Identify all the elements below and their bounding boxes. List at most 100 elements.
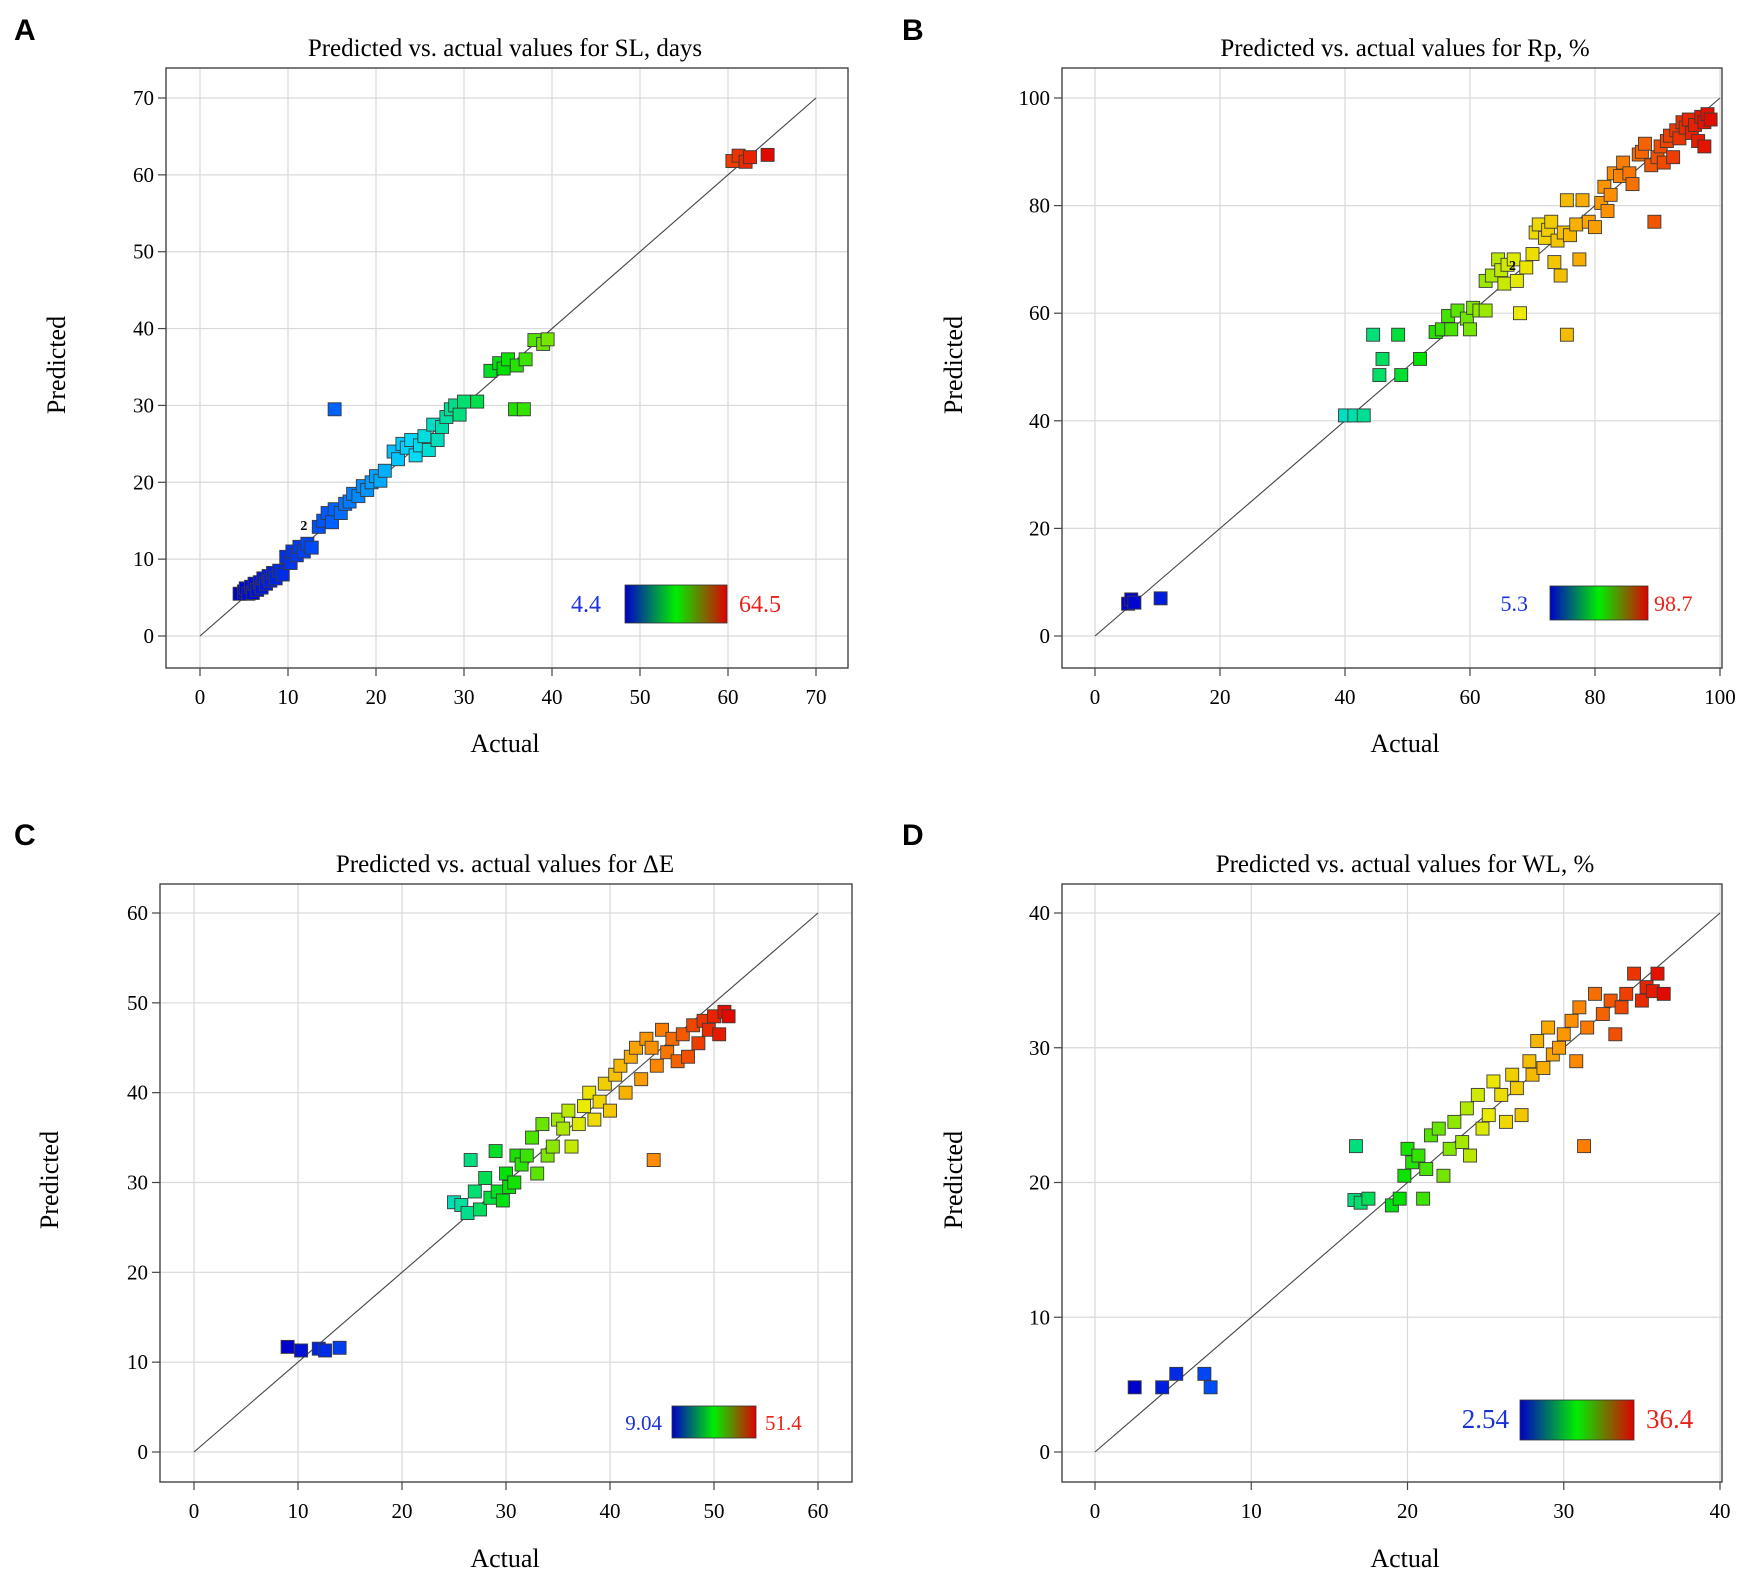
panel-a-point-71: [327, 402, 342, 417]
panel-c-xtick-label-4: 40: [600, 1499, 621, 1523]
panel-a: A Predicted vs. actual values for SL, da…: [14, 14, 849, 758]
panel-d-frame: [1061, 883, 1723, 1483]
panel-d-point-44: [1572, 1000, 1587, 1015]
panel-d-colorbar-max: 36.4: [1646, 1404, 1694, 1434]
panel-b-xtick-label-2: 40: [1335, 685, 1356, 709]
panel-c-point-18: [507, 1175, 522, 1190]
panel-c-colorbar-min: 9.04: [625, 1411, 662, 1435]
panel-d-point-38: [1541, 1020, 1556, 1035]
panel-a-xlabel: Actual: [470, 729, 539, 758]
panel-b-grid: [1062, 68, 1722, 668]
panel-c-ticks: 0 10 20 30 40 50 60 0 10 20 30 40 50 60: [127, 901, 829, 1523]
panel-a-point-76: [760, 147, 775, 162]
panel-d-point-36: [1530, 1034, 1545, 1048]
panel-d-point-34: [1522, 1054, 1537, 1069]
panel-b-point-62: [1638, 136, 1652, 151]
panel-c-xtick-label-6: 60: [808, 1499, 829, 1523]
panel-a-frame: [165, 67, 849, 669]
panel-c-point-45: [644, 1040, 659, 1055]
panel-c-point-48: [655, 1022, 669, 1037]
panel-d-ytick-label-0: 0: [1040, 1440, 1051, 1464]
panel-b-point-7: [1366, 327, 1381, 342]
panel-b-point-53: [1600, 204, 1615, 218]
panel-b-ytick-label-3: 60: [1029, 301, 1050, 325]
panel-d-point-28: [1486, 1074, 1501, 1089]
panel-a-ytick-label-4: 40: [133, 317, 154, 341]
panel-c-point-32: [577, 1099, 591, 1114]
panel-a-point-25: [304, 540, 319, 555]
panel-d-point-4: [1203, 1380, 1218, 1395]
panel-b-point-50: [1588, 220, 1602, 235]
panel-d-point-1: [1155, 1380, 1170, 1395]
panel-a-points: [232, 147, 775, 601]
panel-b-point-59: [1625, 177, 1640, 192]
panel-d-point-11: [1397, 1168, 1412, 1183]
panel-b-colorbar-min: 5.3: [1501, 591, 1529, 616]
panel-d-ticks: 0 10 20 30 40 0 10 20 30 40: [1029, 901, 1731, 1523]
panel-a-ytick-label-3: 30: [133, 393, 154, 417]
panel-c-xlabel: Actual: [470, 1544, 539, 1571]
panel-d-point-2: [1169, 1366, 1184, 1381]
panel-b-point-9: [1375, 351, 1390, 366]
panel-c-ytick-label-4: 40: [127, 1081, 148, 1105]
panel-c-point-0: [280, 1339, 295, 1354]
panel-b-point-81: [1697, 139, 1712, 154]
panel-b-point-83: [1703, 112, 1718, 127]
panel-a-xtick-label-0: 0: [195, 685, 206, 709]
panel-d-xtick-label-4: 40: [1710, 1499, 1731, 1523]
panel-d-point-31: [1505, 1067, 1520, 1082]
panel-c-xtick-label-1: 10: [288, 1499, 309, 1523]
panel-d-xtick-label-0: 0: [1090, 1499, 1101, 1523]
panel-c-point-34: [587, 1112, 602, 1127]
panel-a-point-65: [518, 352, 533, 367]
panel-b-colorbar-max: 98.7: [1654, 591, 1693, 616]
panel-a-point-59: [470, 394, 485, 409]
panel-d-point-14: [1411, 1148, 1426, 1163]
panel-b-xlabel: Actual: [1370, 729, 1439, 758]
panel-b-point-10: [1391, 327, 1406, 342]
panel-a-ytick-label-7: 70: [133, 86, 154, 110]
panel-a-xtick-label-7: 70: [806, 685, 827, 709]
panel-d-ytick-label-2: 20: [1029, 1171, 1050, 1195]
panel-b-letter: B: [902, 14, 924, 47]
panel-b-ytick-label-2: 40: [1029, 409, 1050, 433]
panel-a-annotations: 2: [300, 519, 307, 534]
panel-a-colorbar-min: 4.4: [571, 592, 601, 618]
panel-c-points: [280, 1004, 736, 1358]
panel-a-point-43: [391, 452, 405, 467]
panel-d-point-25: [1470, 1087, 1485, 1102]
panel-b-ytick-label-5: 100: [1019, 86, 1051, 110]
panel-c-point-28: [556, 1121, 571, 1136]
panel-b-point-22: [1478, 303, 1493, 318]
panel-a-letter: A: [14, 14, 36, 47]
panel-b-point-39: [1547, 255, 1562, 270]
panel-d-point-18: [1431, 1121, 1446, 1136]
panel-b-point-64: [1647, 214, 1662, 229]
panel-c-ytick-label-3: 30: [127, 1171, 148, 1195]
panel-d-points: [1127, 966, 1671, 1395]
panel-c-point-35: [592, 1094, 607, 1109]
panel-b-xtick-label-0: 0: [1090, 685, 1101, 709]
panel-a-point-57: [452, 407, 467, 422]
panel-c-point-49: [660, 1045, 675, 1060]
panel-a-ytick-label-5: 50: [133, 240, 154, 264]
panel-b-frame: [1061, 67, 1723, 669]
panel-b-point-12: [1413, 351, 1427, 366]
panel-b-ytick-label-0: 0: [1040, 624, 1051, 648]
panel-c-point-3: [318, 1343, 332, 1358]
panel-c-point-22: [525, 1130, 539, 1145]
panel-d-colorbar-gradient: [1519, 1399, 1635, 1441]
panel-c-letter: C: [14, 819, 36, 852]
panel-d-point-16: [1419, 1162, 1434, 1176]
panel-d-point-45: [1577, 1139, 1592, 1154]
panel-b-point-27: [1497, 276, 1512, 291]
panel-a-annotation-0: 2: [300, 519, 307, 534]
panel-b-point-8: [1372, 368, 1387, 383]
panel-c-point-61: [721, 1009, 736, 1024]
panel-c-point-52: [675, 1027, 690, 1042]
panel-c-point-13: [488, 1144, 503, 1159]
panel-b-colorbar: 5.3 98.7: [1501, 585, 1693, 621]
panel-d-point-23: [1459, 1101, 1474, 1116]
panel-d-point-48: [1595, 1007, 1610, 1022]
